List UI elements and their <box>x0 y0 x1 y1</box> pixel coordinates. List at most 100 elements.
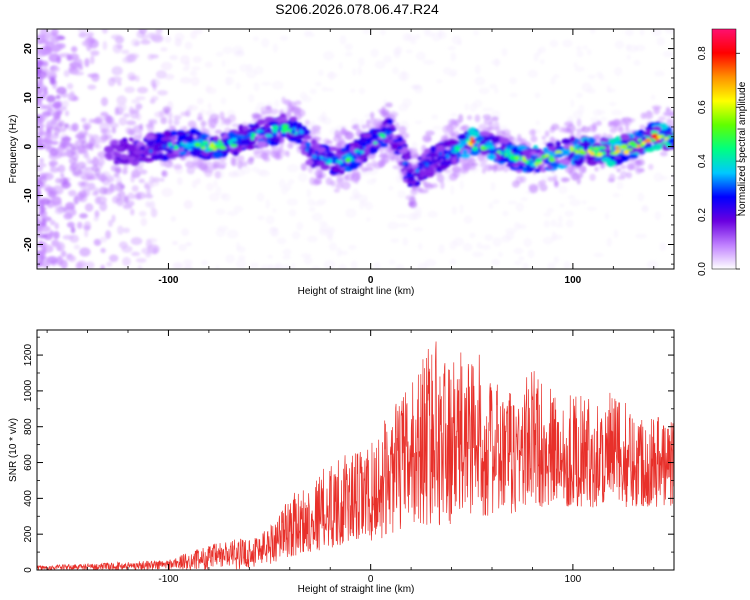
heatmap-cell <box>204 166 214 174</box>
heatmap-cell <box>242 125 249 131</box>
heatmap-cell <box>527 69 539 78</box>
heatmap-cell <box>122 256 131 267</box>
heatmap-cell <box>378 142 389 148</box>
heatmap-cell <box>366 119 371 129</box>
heatmap-cell <box>395 264 405 269</box>
heatmap-cell <box>123 113 131 118</box>
heatmap-cell <box>339 250 349 256</box>
heatmap-cell <box>377 108 386 114</box>
heatmap-cell <box>318 69 324 77</box>
heatmap-cell <box>278 178 286 189</box>
heatmap-cell <box>563 143 570 150</box>
heatmap-peak <box>352 155 358 160</box>
heatmap-cell <box>448 172 458 181</box>
heatmap-cell <box>582 45 588 50</box>
heatmap-cell <box>451 205 458 216</box>
colorbar-tick-label: 0.0 <box>697 262 708 276</box>
heatmap-cell <box>415 33 421 40</box>
heatmap-cell <box>69 234 79 243</box>
heatmap-cell <box>113 172 120 178</box>
heatmap-cell <box>345 208 357 218</box>
heatmap-cell <box>422 59 435 65</box>
heatmap-cell <box>425 130 435 136</box>
heatmap-cell <box>218 161 227 168</box>
heatmap-cell <box>555 140 561 147</box>
heatmap-cell <box>146 187 151 196</box>
heatmap-cell <box>37 134 43 145</box>
heatmap-cell <box>572 159 578 165</box>
heatmap-peak <box>194 142 201 148</box>
snr-xtick-label: 100 <box>565 574 582 585</box>
heatmap-cell <box>225 254 236 264</box>
heatmap-peak <box>544 153 550 158</box>
heatmap-cell <box>105 116 115 125</box>
heatmap-peak <box>359 150 365 154</box>
heatmap-cell <box>306 188 312 198</box>
heatmap-cell <box>414 120 423 125</box>
heatmap-cell <box>56 86 67 95</box>
heatmap-cell <box>160 61 173 71</box>
heatmap-cell <box>81 40 91 47</box>
heatmap-cell <box>613 229 619 239</box>
heatmap-peak <box>438 151 443 156</box>
heatmap-cell <box>39 157 45 164</box>
heatmap-cell <box>126 54 137 63</box>
heatmap-cell <box>353 123 360 131</box>
heatmap-peak <box>548 158 556 162</box>
spectrogram-ytick-label: 20 <box>23 43 34 55</box>
heatmap-cell <box>206 182 214 191</box>
heatmap-cell <box>576 176 581 185</box>
heatmap-cell <box>328 146 338 152</box>
heatmap-cell <box>70 162 78 171</box>
heatmap-cell <box>432 125 444 130</box>
heatmap-cell <box>182 259 193 266</box>
heatmap-cell <box>215 185 222 196</box>
heatmap-cell <box>548 146 557 152</box>
heatmap-cell <box>119 143 126 148</box>
heatmap-cell <box>440 135 448 142</box>
heatmap-cell <box>233 205 244 213</box>
heatmap-cell <box>135 103 143 110</box>
heatmap-cell <box>553 174 558 182</box>
heatmap-peak <box>264 133 273 138</box>
heatmap-cell <box>387 221 399 230</box>
heatmap-cell <box>260 264 272 269</box>
heatmap-cell <box>617 175 626 180</box>
heatmap-cell <box>263 157 271 163</box>
heatmap-cell <box>559 202 565 209</box>
heatmap-cell <box>616 168 621 173</box>
heatmap-cell <box>122 168 128 175</box>
heatmap-cell <box>598 74 605 81</box>
heatmap-cell <box>460 159 467 164</box>
heatmap-cell <box>178 151 187 155</box>
heatmap-peak <box>631 144 639 148</box>
heatmap-cell <box>477 135 484 142</box>
heatmap-cell <box>163 129 172 138</box>
heatmap-cell <box>40 94 46 100</box>
heatmap-cell <box>596 109 606 115</box>
heatmap-cell <box>394 122 400 130</box>
heatmap-cell <box>222 46 234 54</box>
heatmap-cell <box>241 161 248 167</box>
heatmap-cell <box>116 43 124 49</box>
heatmap-cell <box>126 144 137 152</box>
heatmap-cell <box>190 30 198 40</box>
heatmap-cell <box>79 194 88 203</box>
heatmap-cell <box>442 67 452 75</box>
heatmap-cell <box>567 194 576 200</box>
heatmap-cell <box>114 182 125 192</box>
heatmap-cell <box>321 114 327 124</box>
heatmap-cell <box>349 88 356 94</box>
heatmap-cell <box>397 222 409 228</box>
heatmap-cell <box>185 109 191 118</box>
heatmap-peak <box>307 148 315 153</box>
heatmap-cell <box>103 145 114 153</box>
heatmap-cell <box>84 203 94 212</box>
heatmap-cell <box>37 218 40 227</box>
heatmap-cell <box>418 242 423 251</box>
heatmap-cell <box>273 264 281 269</box>
heatmap-peak <box>325 161 332 165</box>
heatmap-cell <box>91 134 100 140</box>
heatmap-cell <box>388 185 394 191</box>
